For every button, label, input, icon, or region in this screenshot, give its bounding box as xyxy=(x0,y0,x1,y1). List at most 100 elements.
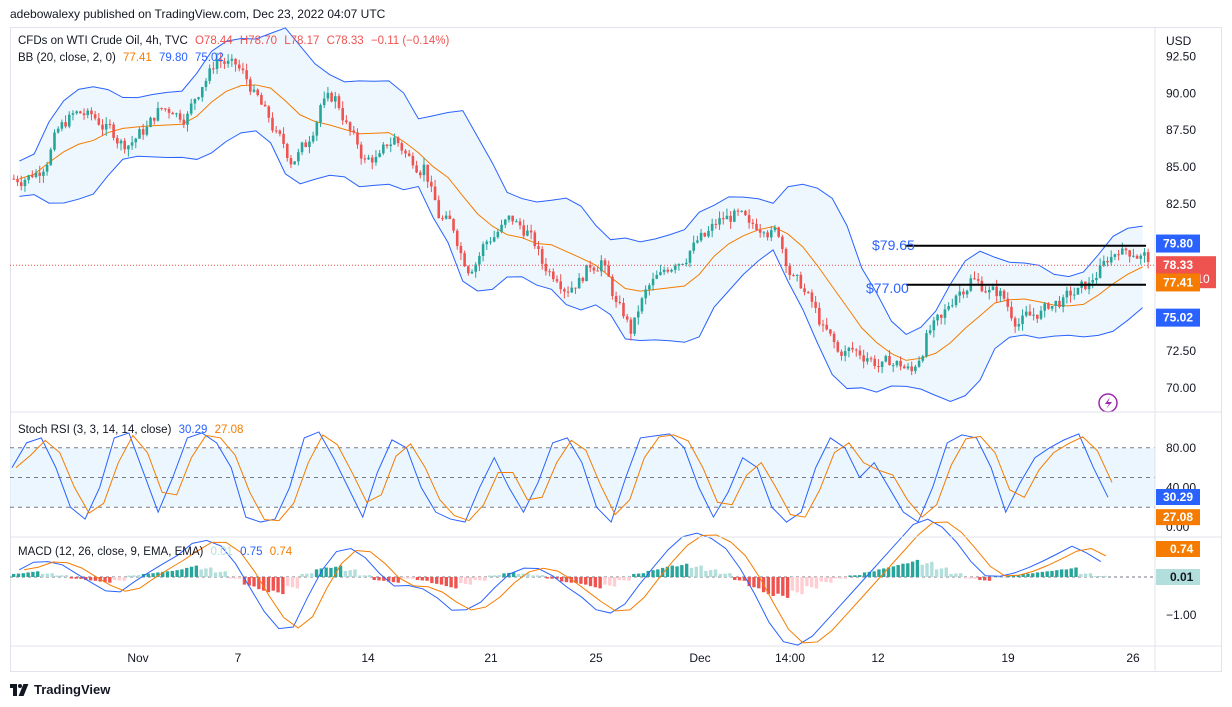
macd-histogram-bar xyxy=(665,566,670,577)
symbol-name: CFDs on WTI Crude Oil, 4h, TVC xyxy=(18,35,188,47)
candle-body xyxy=(888,355,891,366)
candle-body xyxy=(607,265,611,277)
candle-body xyxy=(193,99,197,104)
candle-body xyxy=(119,140,123,144)
candle-body xyxy=(352,130,356,133)
candle-body xyxy=(178,113,182,120)
candle-body xyxy=(507,215,511,220)
tradingview-footer[interactable]: TradingView xyxy=(10,682,110,697)
macd-histogram-bar xyxy=(910,561,915,577)
candle-body xyxy=(1146,252,1150,263)
macd-histogram-bar xyxy=(516,573,521,577)
macd-histogram-bar xyxy=(531,575,535,577)
candle-body xyxy=(186,113,189,125)
candle-body xyxy=(625,316,629,320)
macd-histogram-bar xyxy=(237,577,242,579)
stoch-rsi-pane xyxy=(10,431,1155,523)
candle-body xyxy=(1102,260,1106,266)
candle-body xyxy=(965,290,969,295)
macd-histogram-bar xyxy=(463,577,468,584)
macd-histogram-bar xyxy=(906,563,910,577)
candle-body xyxy=(522,225,526,236)
candle-body xyxy=(93,114,97,119)
macd-histogram-bar xyxy=(555,577,559,579)
macd-histogram-bar xyxy=(709,570,713,577)
candle-body xyxy=(581,277,585,282)
candle-body xyxy=(932,320,936,331)
candle-body xyxy=(999,290,1002,297)
candle-body xyxy=(256,89,259,96)
macd-histogram-bar xyxy=(377,577,381,581)
candle-body xyxy=(899,360,902,367)
candle-body xyxy=(152,117,156,121)
candle-body xyxy=(633,317,636,334)
macd-histogram-bar xyxy=(64,575,69,577)
macd-histogram-bar xyxy=(435,577,439,584)
macd-histogram-bar xyxy=(175,570,179,577)
macd-histogram-bar xyxy=(247,577,251,586)
macd-histogram-bar xyxy=(1088,573,1093,577)
lower-band-tag-bg xyxy=(1156,308,1200,327)
candle-body xyxy=(86,110,90,116)
candle-body xyxy=(629,319,633,334)
candle-body xyxy=(311,135,315,142)
candle-body xyxy=(503,219,507,225)
candle-body xyxy=(1113,254,1117,257)
macd-histogram-bar xyxy=(266,577,271,593)
macd-histogram-bar xyxy=(156,572,160,577)
bb-legend[interactable]: BB (20, close, 2, 0) 77.41 79.80 75.02 xyxy=(18,52,228,64)
price-tick-label: 87.50 xyxy=(1166,123,1196,137)
upper-band-tag-bg xyxy=(1156,234,1200,253)
candle-body xyxy=(636,311,640,318)
candle-body xyxy=(518,221,522,226)
candle-body xyxy=(363,158,367,160)
macd-histogram-bar xyxy=(430,577,434,584)
macd-histogram-bar xyxy=(622,577,626,581)
macd-histogram-bar xyxy=(997,577,1001,578)
candle-body xyxy=(319,105,322,123)
candle-body xyxy=(234,58,237,65)
candle-body xyxy=(880,361,884,368)
candle-body xyxy=(400,143,404,151)
candle-body xyxy=(411,155,415,166)
candle-body xyxy=(104,123,108,130)
candle-body xyxy=(134,138,138,143)
macd-histogram-bar xyxy=(324,567,328,577)
symbol-legend[interactable]: CFDs on WTI Crude Oil, 4h, TVC O78.44 H7… xyxy=(18,35,453,47)
macd-macd-value: 0.75 xyxy=(240,546,263,558)
macd-histogram-bar xyxy=(689,567,694,577)
macd-signal-value: 0.74 xyxy=(269,546,293,558)
macd-histogram-bar xyxy=(132,575,136,577)
candle-body xyxy=(548,271,551,273)
candle-body xyxy=(511,215,514,222)
stoch-legend[interactable]: Stoch RSI (3, 3, 14, 14, close) 30.29 27… xyxy=(18,424,247,436)
macd-histogram-bar xyxy=(12,573,16,577)
macd-histogram-bar xyxy=(627,577,631,581)
macd-histogram-bar xyxy=(93,577,98,581)
candle-body xyxy=(304,142,308,148)
macd-histogram-bar xyxy=(968,577,972,579)
candle-body xyxy=(97,118,101,125)
macd-histogram-bar xyxy=(1074,567,1078,577)
macd-legend[interactable]: MACD (12, 26, close, 9, EMA, EMA) 0.01 0… xyxy=(18,546,296,558)
candle-body xyxy=(936,314,939,321)
macd-histogram-bar xyxy=(502,573,506,577)
macd-histogram-bar xyxy=(608,577,612,586)
macd-histogram-bar xyxy=(877,569,881,577)
macd-histogram-bar xyxy=(1079,573,1083,577)
candle-body xyxy=(515,221,518,223)
candle-body xyxy=(267,106,271,118)
macd-histogram-bar xyxy=(925,563,929,577)
candle-body xyxy=(1013,318,1017,327)
price-axis: USD92.5090.0087.5085.0082.5080.0077.5075… xyxy=(10,27,1222,672)
candle-body xyxy=(34,172,38,178)
candle-body xyxy=(943,309,947,318)
candle-body xyxy=(367,157,370,160)
macd-hist-tag: 0.01 xyxy=(1170,570,1194,584)
candle-body xyxy=(489,241,492,243)
candle-body xyxy=(249,79,252,92)
candle-body xyxy=(703,232,707,237)
macd-histogram-bar xyxy=(459,577,463,584)
candle-body xyxy=(577,277,581,289)
